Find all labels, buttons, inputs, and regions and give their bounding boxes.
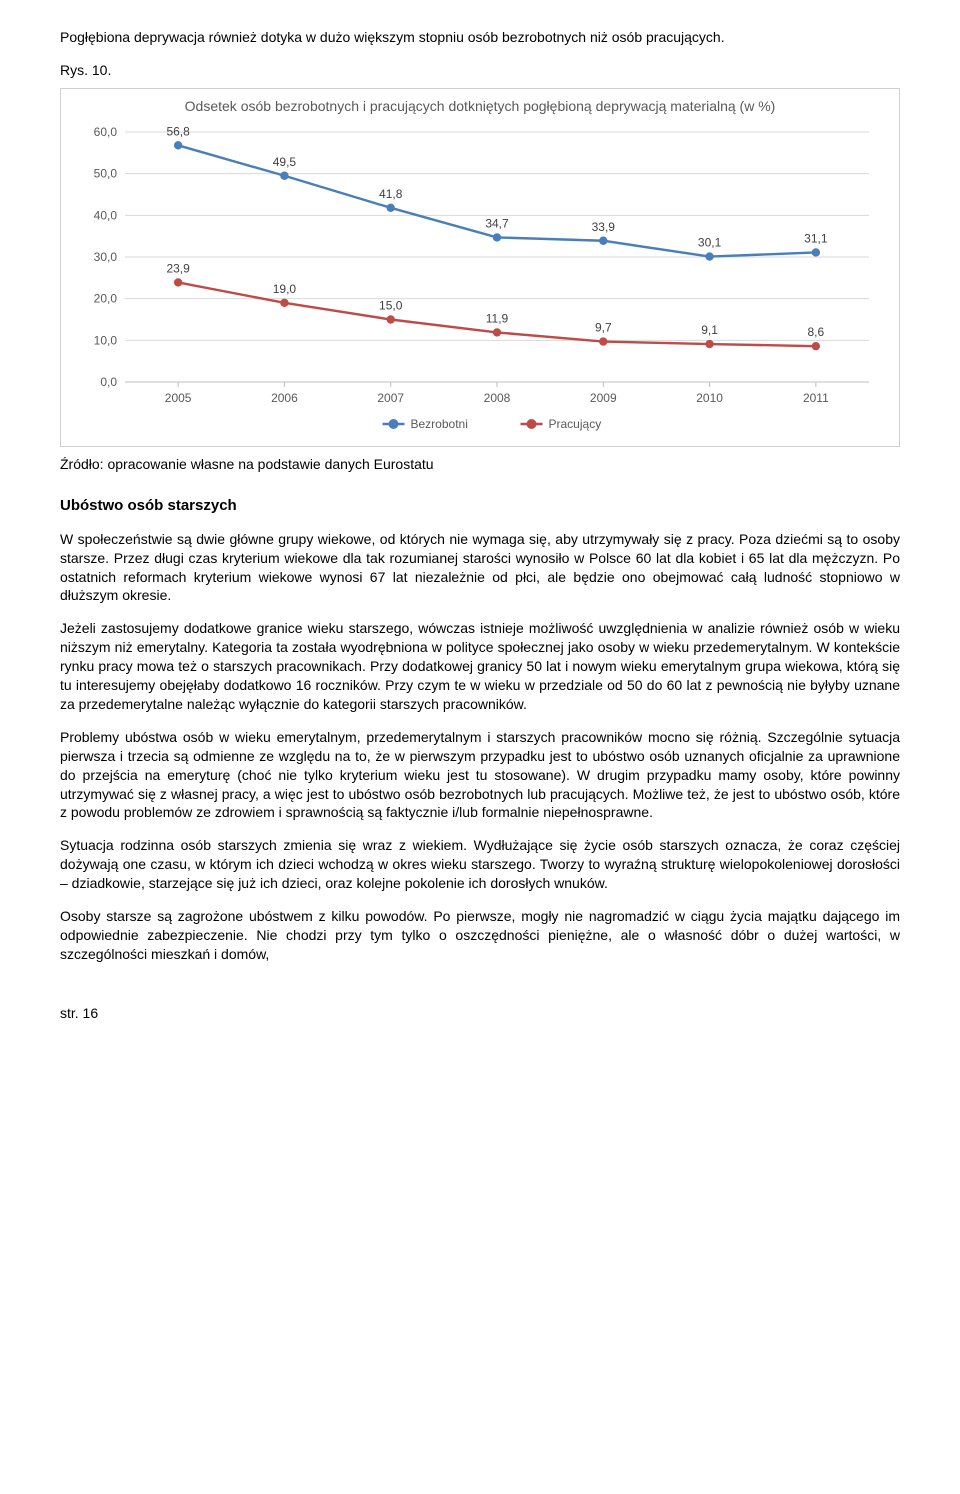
svg-text:40,0: 40,0 (94, 208, 118, 222)
svg-text:50,0: 50,0 (94, 166, 118, 180)
svg-text:2008: 2008 (484, 391, 511, 405)
body-paragraph: Sytuacja rodzinna osób starszych zmienia… (60, 836, 900, 893)
svg-text:60,0: 60,0 (94, 125, 118, 139)
chart-container: Odsetek osób bezrobotnych i pracujących … (60, 88, 900, 447)
svg-text:20,0: 20,0 (94, 291, 118, 305)
svg-text:49,5: 49,5 (273, 154, 297, 168)
svg-text:33,9: 33,9 (592, 219, 616, 233)
body-paragraph: W społeczeństwie są dwie główne grupy wi… (60, 530, 900, 606)
svg-text:2007: 2007 (377, 391, 404, 405)
svg-text:2006: 2006 (271, 391, 298, 405)
svg-text:9,1: 9,1 (701, 323, 718, 337)
svg-text:Pracujący: Pracujący (549, 417, 602, 431)
svg-text:30,0: 30,0 (94, 250, 118, 264)
svg-text:0,0: 0,0 (100, 375, 117, 389)
svg-text:2005: 2005 (165, 391, 192, 405)
line-chart: 0,0 10,0 20,0 30,0 40,0 50,0 60,0 2005 2006 2007 2… (69, 122, 889, 442)
svg-text:2011: 2011 (803, 391, 829, 405)
body-paragraph: Osoby starsze są zagrożone ubóstwem z ki… (60, 907, 900, 964)
svg-text:10,0: 10,0 (94, 333, 118, 347)
intro-paragraph: Pogłębiona deprywacja również dotyka w d… (60, 28, 900, 47)
svg-text:8,6: 8,6 (808, 325, 825, 339)
figure-label: Rys. 10. (60, 61, 900, 80)
svg-text:23,9: 23,9 (166, 261, 190, 275)
svg-text:2009: 2009 (590, 391, 617, 405)
svg-text:30,1: 30,1 (698, 235, 722, 249)
svg-text:31,1: 31,1 (804, 231, 828, 245)
body-paragraph: Problemy ubóstwa osób w wieku emerytalny… (60, 728, 900, 822)
svg-text:11,9: 11,9 (486, 311, 509, 325)
body-paragraph: Jeżeli zastosujemy dodatkowe granice wie… (60, 619, 900, 713)
svg-text:2010: 2010 (696, 391, 723, 405)
section-heading: Ubóstwo osób starszych (60, 496, 900, 516)
svg-text:9,7: 9,7 (595, 320, 612, 334)
chart-source: Źródło: opracowanie własne na podstawie … (60, 455, 900, 474)
svg-text:15,0: 15,0 (379, 298, 403, 312)
svg-text:41,8: 41,8 (379, 187, 403, 201)
chart-title: Odsetek osób bezrobotnych i pracujących … (69, 97, 891, 116)
page-number: str. 16 (60, 1004, 900, 1023)
svg-text:19,0: 19,0 (273, 282, 297, 296)
svg-text:Bezrobotni: Bezrobotni (411, 417, 468, 431)
svg-text:34,7: 34,7 (485, 216, 509, 230)
svg-text:56,8: 56,8 (166, 124, 190, 138)
